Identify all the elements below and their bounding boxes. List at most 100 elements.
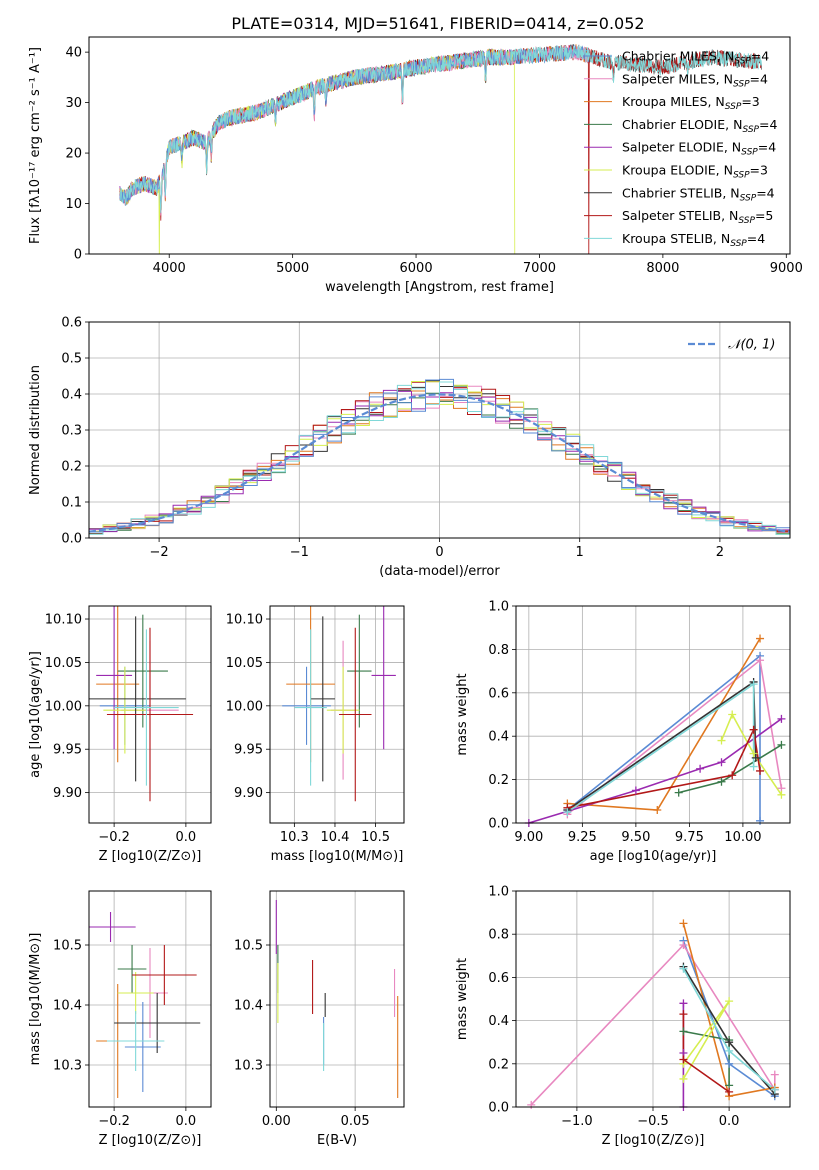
y-axis-label: mass weight	[455, 673, 470, 755]
y-tick-label: 0.6	[61, 316, 82, 331]
series-marker-kroupa-elodie	[717, 736, 726, 745]
legend-label-normal: 𝒩(0, 1)	[728, 338, 775, 353]
series-marker-kroupa-stelib	[679, 964, 688, 973]
panel-spectrum: 4000 5000 6000 7000 8000 9000 0 10 20 30 40 wavelen…	[28, 36, 803, 295]
x-axis-label: wavelength [Angstrom, rest frame]	[325, 280, 554, 295]
y-tick-label: 0.0	[488, 817, 509, 832]
x-tick-label: −1.0	[561, 1114, 593, 1129]
y-tick-label: 0.6	[488, 971, 509, 986]
series-marker-kroupa-stelib	[749, 680, 758, 689]
series-marker-kroupa-elodie	[728, 710, 737, 719]
y-tick-label: 1.0	[488, 600, 509, 615]
x-tick-label: 10.5	[361, 830, 390, 845]
x-axis-label: Z [log10(Z/Z⊙)]	[99, 849, 202, 864]
y-tick-label: 10.4	[53, 999, 82, 1014]
x-tick-label: 0.0	[176, 1114, 197, 1129]
plot-area	[282, 606, 396, 802]
errorbar-salpeter-stelib	[132, 945, 197, 1005]
series-marker-kroupa-miles	[756, 634, 765, 643]
spectrum-line-chabrier-miles	[119, 44, 590, 210]
spectrum-line-salpeter-miles	[119, 44, 590, 216]
x-axis-label: age [log10(age/yr)]	[590, 849, 717, 864]
panel-mass-weight-vs-z: −1.0 −0.5 0.0 0.0 0.2 0.4 0.6 0.8 1.0 Z [log10(Z/…	[455, 885, 791, 1148]
spectrum-line-kroupa-elodie	[119, 49, 516, 254]
y-tick-label: 10.3	[234, 1059, 263, 1074]
y-tick-label: 10.10	[226, 613, 263, 628]
panel-age-vs-z: −0.2 0.0 9.90 9.95 10.00 10.05 10.10 Z [log10(Z…	[28, 605, 212, 864]
series-marker-salpeter-miles	[527, 1100, 536, 1109]
y-tick-label: 10.5	[53, 939, 82, 954]
y-tick-label: 10.00	[45, 699, 82, 714]
errorbar-kroupa-elodie	[117, 972, 154, 1014]
series-marker-chabrier-elodie	[777, 740, 786, 749]
errorbar-chabrier-stelib	[310, 616, 335, 782]
x-tick-label: 0	[435, 545, 443, 560]
x-tick-label: −0.5	[637, 1114, 669, 1129]
errorbar-kroupa-elodie	[326, 666, 360, 754]
series-marker-kroupa-elodie	[725, 997, 734, 1006]
x-tick-label: −0.2	[98, 1114, 130, 1129]
y-tick-label: 10.05	[45, 656, 82, 671]
series-marker-salpeter-elodie	[679, 999, 688, 1008]
x-axis-label: Z [log10(Z/Z⊙)]	[99, 1133, 202, 1148]
x-tick-label: 0.00	[262, 1114, 291, 1129]
x-tick-label: 5000	[276, 261, 309, 276]
legend-label-salpeter-miles: Salpeter MILES, NSSP=4	[622, 71, 768, 89]
legend-label-kroupa-miles: Kroupa MILES, NSSP=3	[622, 94, 760, 112]
series-marker-kroupa-elodie	[749, 749, 758, 758]
histogram-chabrier-miles	[89, 378, 790, 533]
y-tick-label: 30	[65, 96, 82, 111]
panel-age-vs-mass: 10.3 10.4 10.5 9.90 9.95 10.00 10.05 10.10 mass …	[226, 605, 405, 864]
y-tick-label: 0.0	[488, 1101, 509, 1116]
y-axis-label: mass weight	[455, 958, 470, 1040]
errorbar-salpeter-elodie	[89, 912, 136, 942]
x-axis-label: E(B-V)	[317, 1133, 357, 1148]
series-marker-salpeter-stelib	[749, 725, 758, 734]
series-marker-salpeter-elodie	[631, 786, 640, 795]
y-tick-label: 10.4	[234, 999, 263, 1014]
spectrum-line-salpeter-elodie	[119, 48, 516, 214]
x-tick-label: 2	[716, 545, 724, 560]
series-marker-kroupa-stelib	[749, 762, 758, 771]
y-tick-label: 0.2	[488, 773, 509, 788]
series-marker-kroupa-stelib	[725, 1046, 734, 1055]
y-tick-label: 40	[65, 46, 82, 61]
axes-frame	[269, 890, 405, 1108]
plot-area	[119, 43, 762, 254]
y-axis-label: Flux [fλ10⁻¹⁷ erg cm⁻² s⁻¹ A⁻¹]	[28, 47, 43, 244]
series-marker-salpeter-miles	[756, 656, 765, 665]
legend-label-chabrier-elodie: Chabrier ELODIE, NSSP=4	[622, 117, 777, 135]
axes-frame	[515, 605, 791, 824]
legend-label-salpeter-elodie: Salpeter ELODIE, NSSP=4	[622, 140, 776, 158]
y-tick-label: 10.3	[53, 1059, 82, 1074]
errorbar-chabrier-elodie	[117, 614, 168, 728]
x-tick-label: 9.50	[621, 830, 650, 845]
errorbar-kroupa-stelib	[114, 629, 179, 786]
y-tick-label: 10.05	[226, 656, 263, 671]
spectrum-line-kroupa-stelib	[119, 44, 762, 214]
errorbar-chabrier-elodie	[347, 614, 372, 728]
series-marker-kroupa-elodie	[679, 1074, 688, 1083]
figure-title: PLATE=0314, MJD=51641, FIBERID=0414, z=0…	[231, 14, 644, 33]
y-tick-label: 0.4	[488, 730, 509, 745]
x-axis-label: (data-model)/error	[379, 564, 500, 579]
errorbar-salpeter-stelib	[339, 627, 372, 802]
x-tick-label: 7000	[523, 261, 556, 276]
legend-label-chabrier-miles: Chabrier MILES, NSSP=4	[622, 49, 769, 67]
errorbar-kroupa-miles	[96, 606, 140, 763]
errorbar-chabrier-miles	[282, 666, 331, 745]
x-tick-label: −0.2	[98, 830, 130, 845]
x-tick-label: −2	[150, 545, 169, 560]
y-tick-label: 9.95	[234, 743, 263, 758]
y-tick-label: 0.4	[488, 1014, 509, 1029]
x-axis-label: mass [log10(M/M⊙)]	[271, 849, 404, 864]
y-axis-label: Normed distribution	[28, 365, 43, 495]
y-axis-label: age [log10(age/yr)]	[28, 651, 43, 778]
series-line-salpeter-stelib	[567, 726, 761, 809]
x-tick-label: 9.25	[568, 830, 597, 845]
x-tick-label: −1	[290, 545, 309, 560]
series-marker-salpeter-stelib	[728, 771, 737, 780]
y-tick-label: 0.4	[61, 388, 82, 403]
errorbar-salpeter-elodie	[371, 606, 396, 750]
series-marker-chabrier-elodie	[674, 788, 683, 797]
